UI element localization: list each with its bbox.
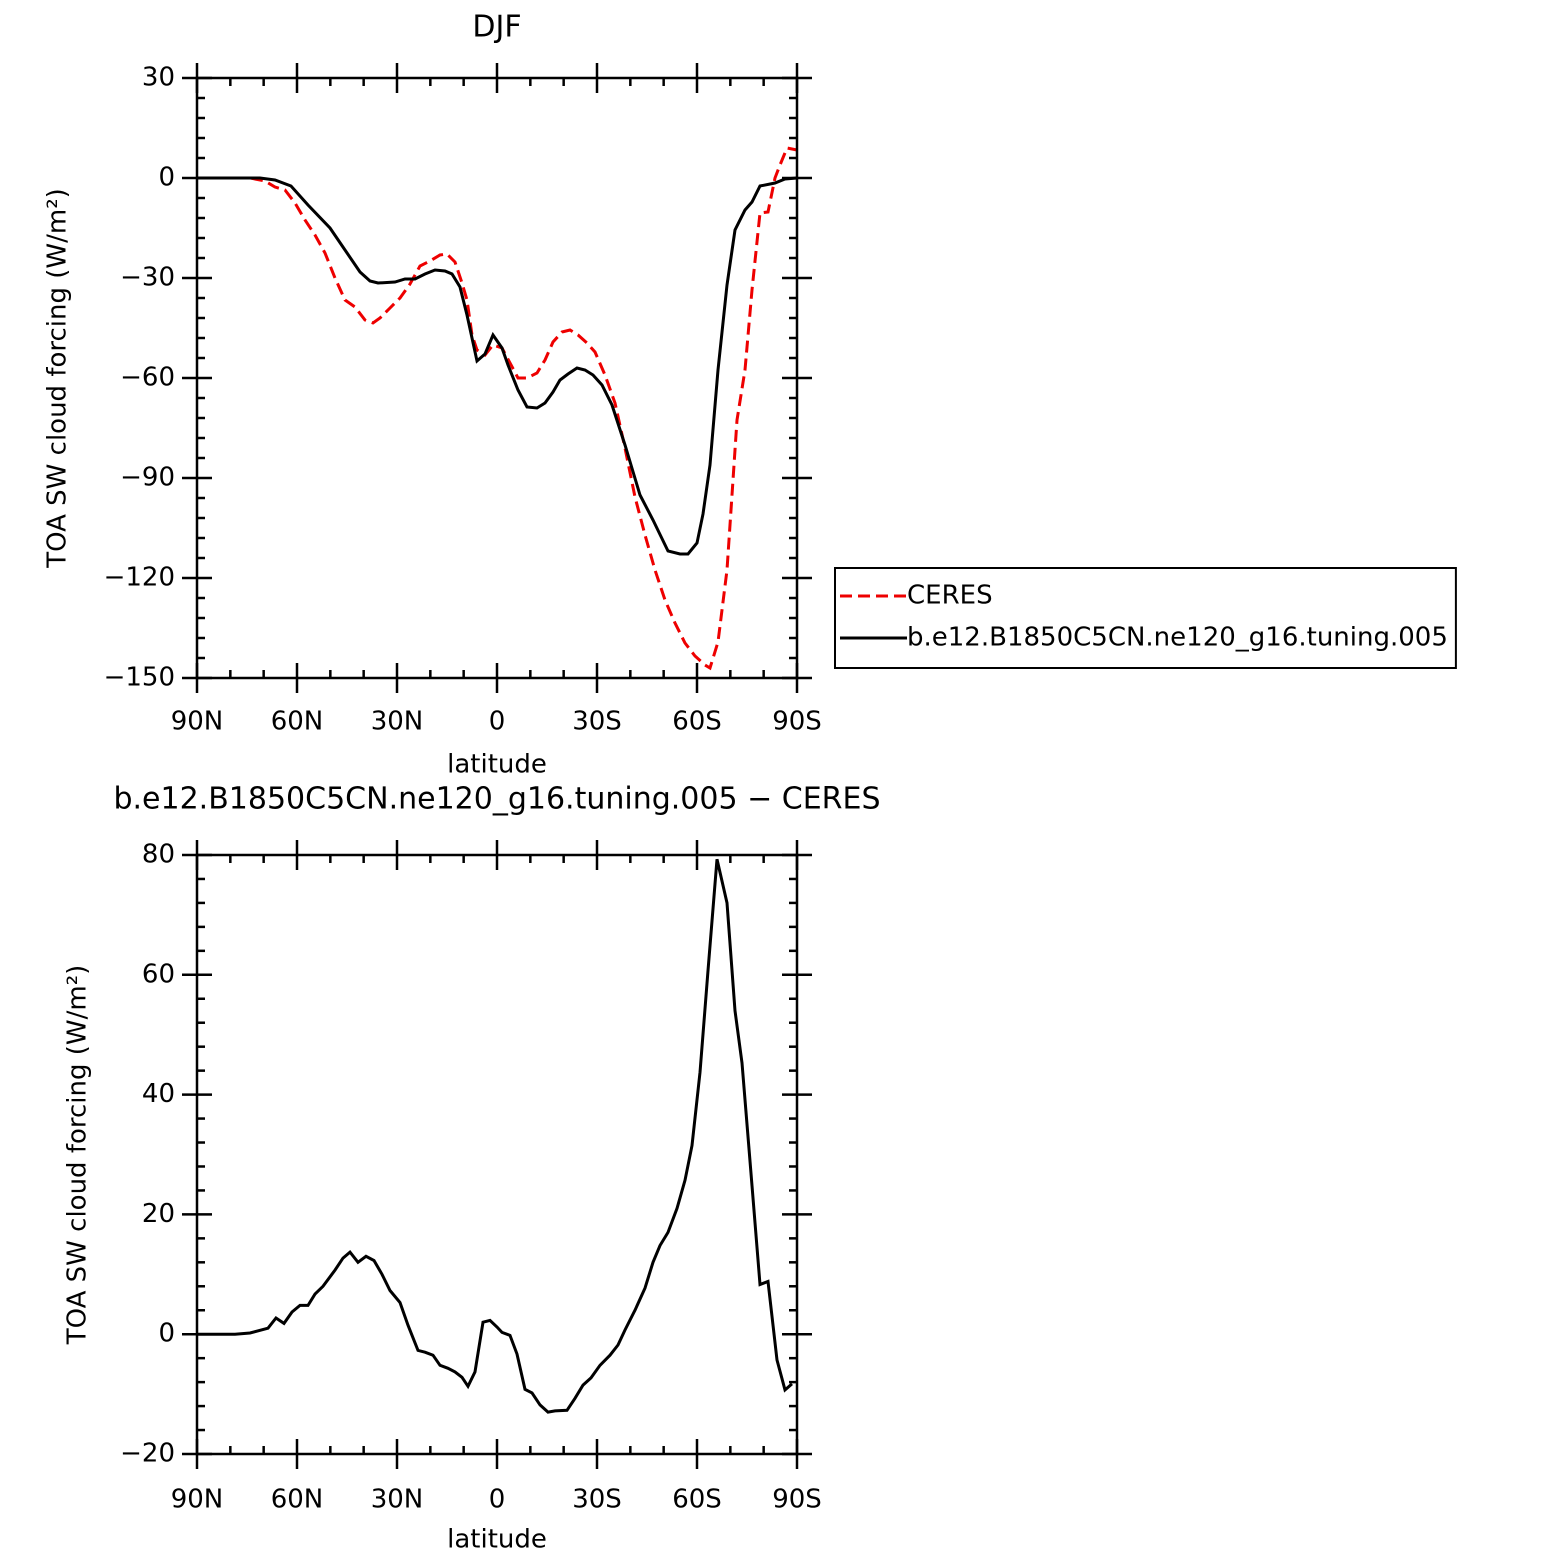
y-tick-label: 30 [142,63,175,93]
x-tick-label: 90S [772,707,822,737]
y-tick-label: 20 [142,1199,175,1229]
x-tick-label: 90S [772,1485,822,1515]
chart-title: b.e12.B1850C5CN.ne120_g16.tuning.005 − C… [113,782,880,817]
y-axis-label: TOA SW cloud forcing (W/m²) [63,965,93,1346]
data-line [197,176,798,556]
x-axis-label: latitude [447,1525,547,1555]
x-tick-label: 30N [371,707,424,737]
y-tick-label: 60 [142,959,175,989]
legend-label: CERES [907,581,993,611]
y-tick-label: 0 [158,163,175,193]
data-line [197,858,793,1414]
chart-title: DJF [472,10,521,45]
legend-label: b.e12.B1850C5CN.ne120_g16.tuning.005 [907,623,1448,653]
chart: b.e12.B1850C5CN.ne120_g16.tuning.005 − C… [63,782,881,1555]
y-tick-label: −120 [104,563,175,593]
x-tick-label: 60N [271,1485,324,1515]
y-tick-label: 80 [142,840,175,870]
x-tick-label: 0 [489,707,506,737]
x-tick-label: 30S [572,1485,622,1515]
x-tick-label: 60N [271,707,324,737]
y-tick-label: −150 [104,663,175,693]
x-tick-label: 60S [672,707,722,737]
chart: DJF latitude TOA SW cloud forcing (W/m²) 90… [43,10,1457,780]
y-axis-label: TOA SW cloud forcing (W/m²) [43,188,73,569]
y-tick-label: 40 [142,1079,175,1109]
x-tick-label: 30S [572,707,622,737]
x-axis-label: latitude [447,750,547,780]
y-tick-label: 0 [158,1319,175,1349]
x-tick-label: 30N [371,1485,424,1515]
y-tick-label: −20 [120,1439,175,1469]
plot-frame [195,76,799,680]
legend: CERES b.e12.B1850C5CN.ne120_g16.tuning.00… [834,567,1457,669]
x-tick-label: 60S [672,1485,722,1515]
x-tick-label: 90N [171,707,224,737]
x-tick-label: 0 [489,1485,506,1515]
y-tick-label: −90 [120,463,175,493]
x-tick-label: 90N [171,1485,224,1515]
data-line [197,146,798,671]
legend-box [834,567,1457,669]
y-tick-label: −60 [120,363,175,393]
y-tick-label: −30 [120,263,175,293]
plot-frame [195,853,799,1456]
